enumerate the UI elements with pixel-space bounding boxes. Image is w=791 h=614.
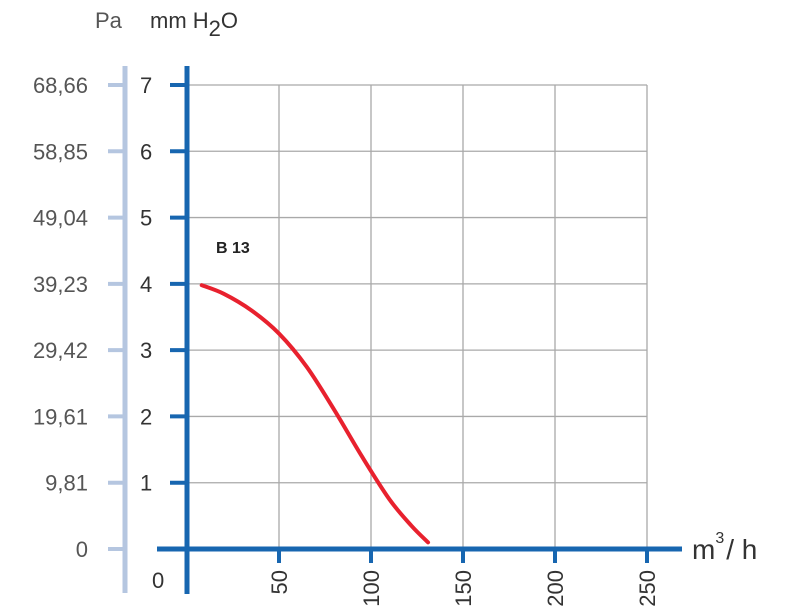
mm-unit-suffix: O	[221, 8, 238, 33]
secondary-axis: 0 9,81 19,61 29,42 39,23 49,04 58,85 68,66	[33, 66, 128, 593]
secondary-axis-tick-label: 0	[76, 537, 88, 562]
x-axis-tick-label: 150	[451, 570, 476, 607]
y-axis-tick-label: 1	[140, 471, 152, 496]
grid	[187, 84, 648, 549]
y-axis-tick-label: 4	[140, 272, 152, 297]
y-axis-tick-label: 6	[140, 139, 152, 164]
secondary-axis-tick-label: 9,81	[45, 471, 88, 496]
secondary-axis-tick-label: 29,42	[33, 338, 88, 363]
secondary-axis-tick-label: 68,66	[33, 73, 88, 98]
pa-unit-label: Pa	[95, 8, 123, 33]
primary-y-axis: 1 2 3 4 5 6 7	[140, 66, 190, 594]
x-axis-unit-label: m3/ h	[692, 530, 757, 565]
x-axis-tick-label: 0	[152, 568, 164, 593]
secondary-axis-tick-label: 19,61	[33, 404, 88, 429]
x-axis-tick-label: 100	[359, 570, 384, 607]
x-unit-suffix: / h	[726, 534, 757, 565]
secondary-axis-tick-label: 49,04	[33, 206, 88, 231]
x-unit-superscript: 3	[715, 530, 724, 547]
y-axis-tick-label: 3	[140, 338, 152, 363]
x-axis-tick-label: 200	[543, 570, 568, 607]
y-axis-tick-label: 7	[140, 73, 152, 98]
x-axis-tick-label: 50	[267, 570, 292, 594]
secondary-axis-tick-label: 39,23	[33, 272, 88, 297]
mmh2o-unit-label: mm H2O	[150, 8, 238, 41]
y-axis-tick-label: 5	[140, 206, 152, 231]
mm-unit-prefix: mm H	[150, 8, 209, 33]
x-axis-tick-label: 250	[635, 570, 660, 607]
secondary-axis-tick-label: 58,85	[33, 139, 88, 164]
series-layer: B 13	[199, 240, 431, 545]
y-axis-tick-label: 2	[140, 404, 152, 429]
mm-unit-subscript: 2	[209, 16, 221, 41]
x-unit-prefix: m	[692, 534, 715, 565]
series-label-b13: B 13	[216, 240, 250, 257]
series-line-b13	[199, 283, 431, 545]
x-axis: 0 50 100 150 200 250	[152, 546, 682, 607]
